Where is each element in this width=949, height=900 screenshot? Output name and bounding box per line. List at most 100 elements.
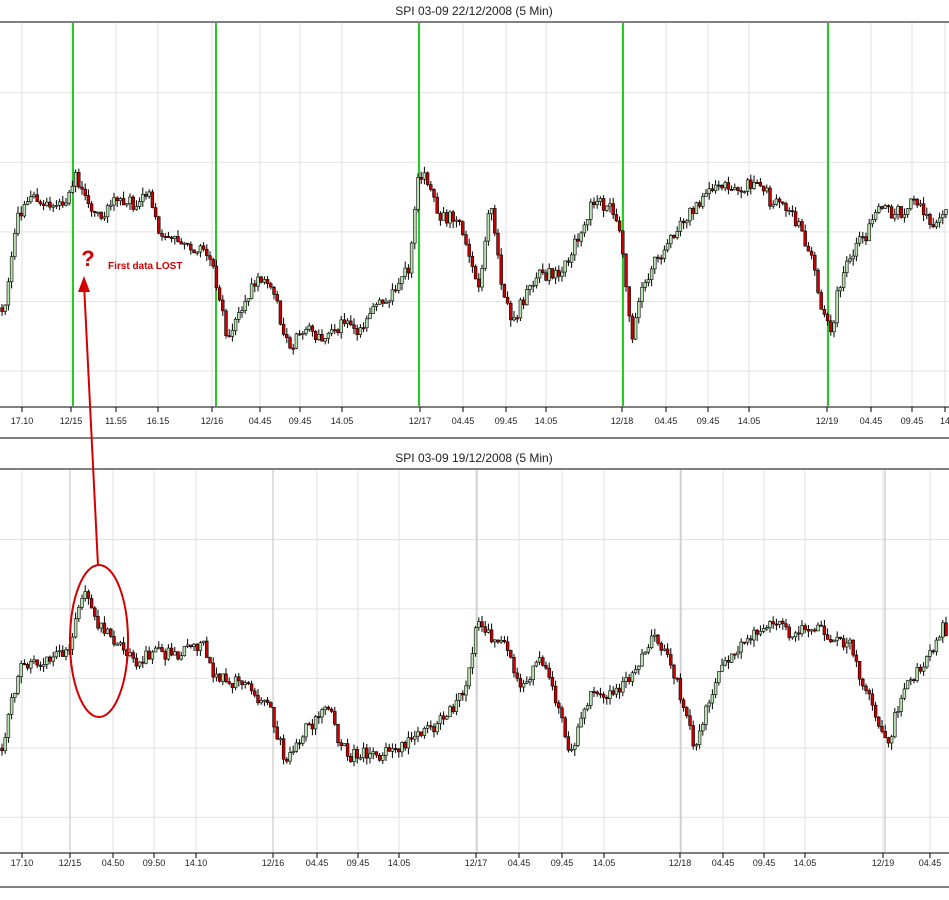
candle-down bbox=[864, 236, 868, 242]
candle-up bbox=[214, 673, 219, 678]
candle-up bbox=[6, 281, 11, 306]
candle-up bbox=[579, 232, 583, 242]
candle-up bbox=[633, 669, 638, 674]
candle-down bbox=[726, 659, 731, 663]
candle-up bbox=[182, 646, 187, 657]
candle-down bbox=[272, 286, 276, 295]
candle-down bbox=[208, 255, 212, 260]
candle-down bbox=[275, 294, 279, 302]
annotation-arrowhead bbox=[78, 276, 90, 292]
candle-down bbox=[841, 638, 846, 648]
candle-up bbox=[368, 753, 372, 759]
candle-up bbox=[381, 755, 385, 761]
candle-up bbox=[361, 747, 366, 759]
candle-up bbox=[3, 304, 7, 312]
candle-up bbox=[115, 643, 119, 646]
candle-down bbox=[483, 626, 487, 633]
candle-up bbox=[742, 191, 747, 194]
candle-up bbox=[569, 748, 574, 751]
candle-up bbox=[438, 715, 443, 724]
candle-down bbox=[617, 687, 622, 693]
candle-down bbox=[544, 665, 548, 669]
candle-down bbox=[717, 184, 721, 187]
candle-down bbox=[659, 643, 663, 651]
candle-down bbox=[93, 211, 97, 213]
candle-up bbox=[729, 653, 734, 663]
candle-down bbox=[19, 212, 23, 217]
candle-up bbox=[416, 177, 420, 210]
candle-up bbox=[701, 724, 705, 732]
candle-up bbox=[915, 667, 919, 681]
candle-up bbox=[640, 653, 644, 667]
candle-down bbox=[576, 238, 580, 242]
candle-up bbox=[435, 723, 439, 733]
candle-up bbox=[605, 205, 609, 211]
candle-up bbox=[54, 651, 59, 658]
candle-up bbox=[694, 744, 699, 747]
candle-down bbox=[515, 672, 519, 679]
candle-up bbox=[896, 711, 900, 714]
candle-down bbox=[141, 661, 145, 664]
candle-down bbox=[169, 647, 174, 656]
candle-up bbox=[243, 682, 247, 685]
candle-up bbox=[768, 621, 772, 629]
candle-down bbox=[886, 737, 891, 744]
candle-up bbox=[637, 665, 641, 670]
candle-up bbox=[896, 206, 900, 215]
candle-down bbox=[473, 266, 478, 280]
candle-up bbox=[384, 302, 388, 304]
candle-up bbox=[745, 638, 750, 643]
candle-down bbox=[678, 678, 683, 701]
candle-up bbox=[147, 191, 151, 197]
candle-down bbox=[96, 616, 100, 629]
candle-up bbox=[758, 631, 763, 635]
candle-down bbox=[489, 629, 494, 643]
candle-down bbox=[176, 236, 180, 243]
candle-down bbox=[461, 692, 465, 696]
candle-down bbox=[387, 747, 391, 752]
candle-up bbox=[531, 285, 535, 287]
candle-up bbox=[585, 705, 590, 710]
candle-down bbox=[333, 329, 337, 332]
candle-down bbox=[761, 185, 766, 192]
tick-label: 14.10 bbox=[185, 858, 208, 868]
candle-down bbox=[512, 657, 516, 674]
tick-label: 14.05 bbox=[535, 416, 558, 426]
candle-down bbox=[816, 269, 820, 293]
candle-up bbox=[800, 625, 804, 635]
candle-down bbox=[22, 663, 27, 665]
candle-up bbox=[317, 334, 321, 341]
candle-down bbox=[397, 748, 401, 753]
candle-up bbox=[739, 641, 743, 653]
candle-down bbox=[806, 629, 811, 632]
candle-down bbox=[365, 747, 369, 759]
candle-down bbox=[102, 622, 107, 634]
candle-up bbox=[16, 212, 20, 234]
candle-down bbox=[329, 708, 334, 712]
candle-down bbox=[547, 667, 551, 678]
candle-down bbox=[381, 299, 385, 304]
candle-up bbox=[662, 648, 667, 651]
candle-up bbox=[717, 671, 721, 683]
candle-down bbox=[915, 199, 919, 206]
candle-down bbox=[873, 704, 878, 718]
candle-down bbox=[592, 201, 596, 206]
candle-up bbox=[118, 642, 123, 645]
candle-up bbox=[707, 702, 711, 707]
candle-down bbox=[736, 187, 740, 191]
candle-down bbox=[35, 659, 39, 666]
first-data-lost-label: First data LOST bbox=[108, 261, 182, 272]
candle-up bbox=[45, 656, 49, 665]
candle-up bbox=[486, 213, 491, 242]
candle-down bbox=[429, 184, 433, 190]
candle-down bbox=[355, 748, 359, 759]
tick-label: 09.45 bbox=[551, 858, 574, 868]
candle-down bbox=[496, 639, 500, 643]
candle-up bbox=[109, 204, 113, 207]
candle-up bbox=[105, 205, 110, 218]
candle-down bbox=[739, 190, 743, 193]
candle-up bbox=[835, 290, 839, 324]
candle-up bbox=[73, 618, 78, 638]
candle-up bbox=[470, 653, 475, 669]
candle-down bbox=[86, 591, 91, 599]
